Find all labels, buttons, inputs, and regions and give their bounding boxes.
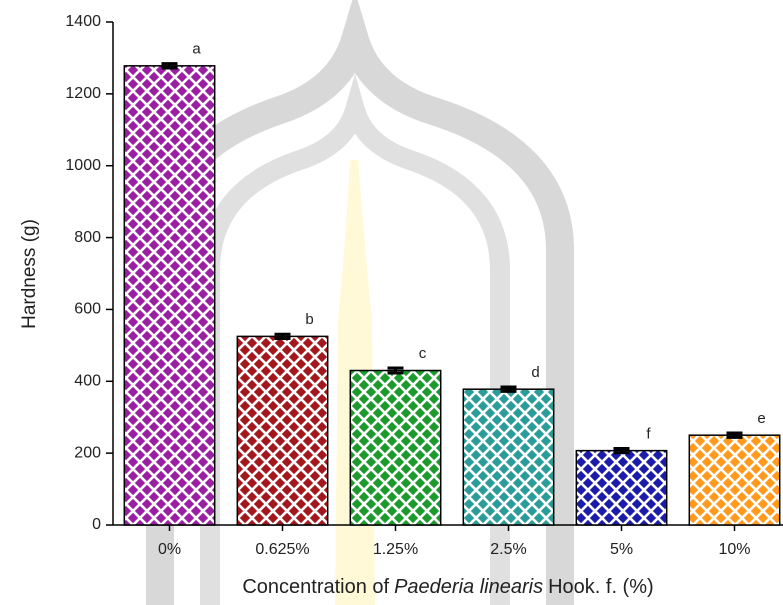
bar [576, 451, 666, 525]
x-tick-label: 10% [718, 541, 750, 558]
x-tick-label: 0.625% [255, 541, 309, 558]
bar [237, 336, 327, 525]
bar [689, 435, 779, 525]
x-tick-label: 2.5% [490, 541, 526, 558]
significance-letter: d [531, 364, 539, 381]
x-label-part: Hook. f. (%) [548, 576, 654, 598]
y-tick-label: 600 [74, 301, 101, 318]
x-tick-label: 5% [610, 541, 633, 558]
y-tick-label: 1200 [65, 85, 101, 102]
y-tick-label: 0 [92, 516, 101, 533]
y-tick-label: 1000 [65, 157, 101, 174]
bar [350, 371, 440, 525]
y-tick-label: 800 [74, 229, 101, 246]
x-tick-label: 1.25% [373, 541, 418, 558]
bar [124, 66, 214, 525]
x-label-part: Concentration of [242, 576, 389, 598]
y-tick-label: 1400 [65, 13, 101, 30]
y-tick-label: 400 [74, 373, 101, 390]
y-tick-label: 200 [74, 444, 101, 461]
chart: Hardness (g) Concentration ofPaederia li… [0, 0, 783, 605]
significance-letter: a [192, 41, 201, 58]
x-tick-label: 0% [158, 541, 181, 558]
significance-letter: f [646, 425, 651, 442]
y-axis-label: Hardness (g) [19, 219, 40, 329]
significance-letter: b [305, 311, 313, 328]
bar [463, 389, 553, 525]
significance-letter: c [419, 345, 427, 362]
significance-letter: e [757, 410, 765, 427]
x-label-part: Paederia linearis [394, 576, 543, 598]
